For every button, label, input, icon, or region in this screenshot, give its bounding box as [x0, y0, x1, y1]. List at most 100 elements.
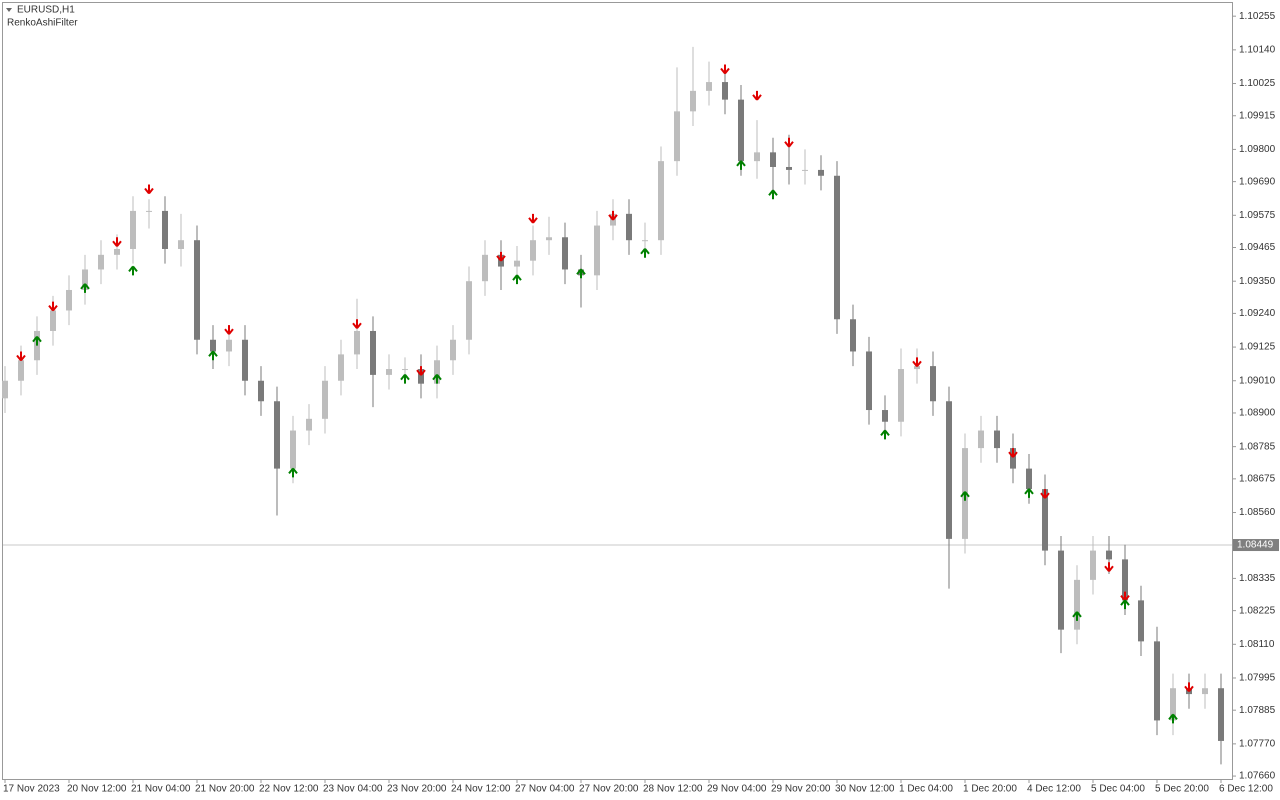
x-tick-label: 21 Nov 04:00	[131, 784, 191, 795]
y-tick-label: 1.08785	[1239, 441, 1276, 452]
candle-body	[130, 210, 136, 249]
candle-body	[1154, 641, 1160, 721]
candle-body	[594, 225, 600, 276]
buy-arrow	[1072, 611, 1082, 621]
y-tick-label: 1.08900	[1239, 408, 1276, 419]
candle-body	[642, 240, 648, 242]
buy-arrow	[1168, 713, 1178, 724]
candle-body	[338, 354, 344, 381]
candle-body	[882, 410, 888, 422]
y-tick-label: 1.07885	[1239, 705, 1276, 716]
buy-arrow	[880, 429, 890, 440]
sell-arrow	[144, 184, 154, 195]
y-tick-label: 1.09690	[1239, 176, 1276, 187]
symbol-label: EURUSD,H1	[17, 5, 75, 16]
x-tick-label: 28 Nov 12:00	[643, 784, 703, 795]
y-tick-label: 1.08225	[1239, 605, 1276, 616]
candle-body	[50, 310, 56, 331]
sell-arrow	[1040, 489, 1050, 499]
y-tick-label: 1.07770	[1239, 739, 1276, 750]
candle-body	[786, 166, 792, 170]
candle-body	[450, 339, 456, 361]
x-tick-label: 1 Dec 04:00	[899, 784, 953, 795]
candle-body	[818, 169, 824, 176]
candle-body	[146, 210, 152, 212]
candle-body	[530, 240, 536, 261]
sell-arrow	[752, 90, 762, 101]
candle-body	[690, 90, 696, 112]
y-tick-label: 1.09915	[1239, 110, 1276, 121]
sell-arrow	[528, 213, 538, 224]
y-tick-label: 1.07660	[1239, 771, 1276, 782]
candle-body	[482, 254, 488, 282]
candle-body	[1042, 489, 1048, 551]
x-tick-label: 20 Nov 12:00	[67, 784, 127, 795]
candle-body	[850, 319, 856, 352]
sell-arrow	[352, 319, 362, 329]
collapse-triangle[interactable]	[6, 8, 12, 12]
candle-body	[274, 401, 280, 469]
candle-body	[322, 380, 328, 419]
sell-arrow	[16, 351, 26, 362]
current-price-box	[1233, 539, 1279, 552]
candle-body	[434, 360, 440, 384]
candle-body	[1090, 550, 1096, 580]
candle-body	[770, 152, 776, 167]
candle-body	[1170, 688, 1176, 721]
candle-body	[466, 281, 472, 340]
candle-body	[1202, 688, 1208, 695]
buy-arrow	[1120, 599, 1130, 610]
sell-arrow	[912, 357, 922, 367]
buy-arrow	[400, 374, 410, 384]
x-tick-label: 22 Nov 12:00	[259, 784, 319, 795]
buy-arrow	[768, 189, 778, 200]
y-tick-label: 1.08560	[1239, 507, 1276, 518]
y-tick-label: 1.08335	[1239, 573, 1276, 584]
x-tick-label: 27 Nov 20:00	[579, 784, 639, 795]
candle-body	[418, 369, 424, 384]
buy-arrow	[208, 350, 218, 361]
candle-body	[946, 401, 952, 539]
x-tick-label: 24 Nov 12:00	[451, 784, 511, 795]
candle-body	[930, 366, 936, 402]
candle-body	[802, 169, 808, 171]
x-tick-label: 5 Dec 20:00	[1155, 784, 1209, 795]
x-tick-label: 6 Dec 12:00	[1219, 784, 1273, 795]
buy-arrow	[288, 467, 298, 478]
x-tick-label: 21 Nov 20:00	[195, 784, 255, 795]
sell-arrow	[1104, 562, 1114, 572]
sell-arrow	[416, 366, 426, 376]
sell-arrow	[496, 251, 506, 262]
x-tick-label: 5 Dec 04:00	[1091, 784, 1145, 795]
y-tick-label: 1.08675	[1239, 473, 1276, 484]
candle-body	[98, 254, 104, 270]
y-tick-label: 1.09575	[1239, 210, 1276, 221]
candle-body	[162, 210, 168, 249]
indicator-label: RenkoAshiFilter	[7, 18, 78, 29]
x-tick-label: 29 Nov 20:00	[771, 784, 831, 795]
buy-arrow	[128, 265, 138, 276]
x-tick-label: 23 Nov 20:00	[387, 784, 447, 795]
candle-body	[194, 240, 200, 340]
candle-body	[1106, 550, 1112, 560]
candle-body	[210, 339, 216, 352]
candle-body	[242, 339, 248, 381]
buy-arrow	[736, 160, 746, 170]
candle-body	[178, 240, 184, 249]
buy-arrow	[80, 283, 90, 293]
sell-arrow	[224, 325, 234, 335]
candle-body	[546, 237, 552, 241]
buy-arrow	[32, 335, 42, 346]
candle-body	[2, 380, 8, 399]
y-tick-label: 1.07995	[1239, 673, 1276, 684]
sell-arrow	[784, 137, 794, 148]
candle-body	[386, 369, 392, 375]
buy-arrow	[960, 491, 970, 501]
candle-body	[514, 260, 520, 267]
y-tick-label: 1.09800	[1239, 144, 1276, 155]
candle-body	[258, 380, 264, 402]
candle-body	[674, 111, 680, 162]
buy-arrow	[512, 274, 522, 285]
y-tick-label: 1.09350	[1239, 276, 1276, 287]
